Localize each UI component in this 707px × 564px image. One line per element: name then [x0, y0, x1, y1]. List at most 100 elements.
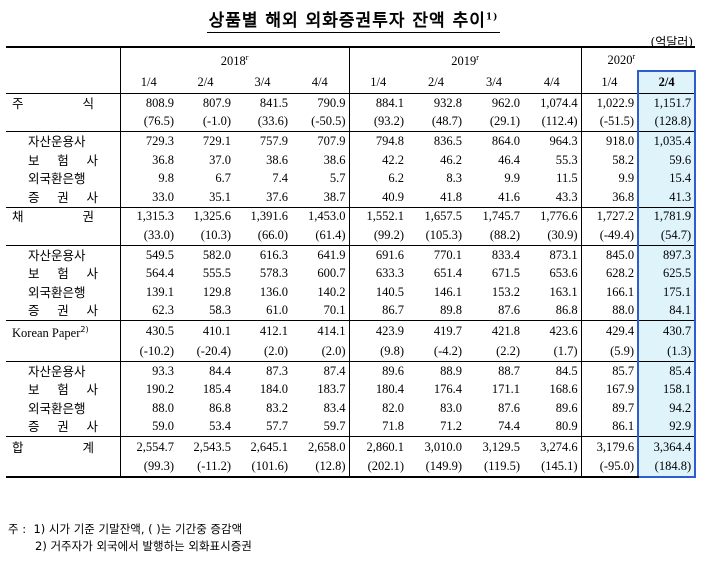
value-cell: 628.2: [605, 266, 635, 281]
label-char: 합: [12, 439, 24, 455]
label-char: 권: [57, 419, 69, 435]
value-cell: 964.3: [523, 131, 582, 151]
value-cell: 171.1: [491, 382, 521, 397]
value-cell: 92.9: [637, 417, 697, 438]
year-header: 2019r: [349, 46, 582, 71]
value-cell: 82.0: [382, 400, 405, 415]
value-cell: 625.5: [637, 264, 697, 283]
row-label-blank: [6, 226, 121, 246]
header-blank: [6, 71, 121, 94]
value-cell: 70.1: [291, 301, 350, 322]
year-label: 2019: [451, 54, 477, 69]
value-cell: 55.3: [523, 150, 582, 170]
value-cell: 84.1: [637, 301, 697, 322]
value-cell: 176.4: [433, 382, 463, 397]
value-cell: 729.1: [202, 133, 231, 148]
value-cell: 35.1: [177, 187, 234, 208]
value-cell: 6.7: [215, 171, 231, 186]
value-cell: 845.0: [605, 247, 635, 262]
change-cell: (33.0): [120, 226, 177, 246]
value-cell: 42.2: [382, 152, 405, 167]
total-change-cell: (184.8): [637, 456, 697, 479]
value-cell: 139.1: [145, 284, 174, 299]
value-cell: 184.0: [259, 382, 288, 397]
row-label-blank: [6, 112, 121, 133]
value-cell: 8.3: [446, 171, 463, 186]
total-change-cell: (119.5): [465, 456, 524, 479]
change-cell: (-4.2): [407, 342, 466, 362]
value-cell: 87.6: [498, 400, 521, 415]
footnote-2: 2) 거주자가 외국에서 발행하는 외화표시증권: [35, 539, 252, 553]
label-char: 외국환은행: [28, 284, 86, 300]
label-char: 사: [86, 419, 98, 435]
value-cell: 421.8: [491, 324, 521, 339]
quarter-header: 3/4: [234, 71, 291, 94]
label-char: 보: [28, 382, 40, 398]
footnote-1: 주 : 1) 시가 기준 기말잔액, ( )는 기간중 증감액: [8, 522, 243, 536]
total-value-cell: 2,554.7: [136, 439, 175, 454]
value-cell: 1,745.7: [482, 209, 521, 224]
quarter-header: 3/4: [465, 71, 524, 94]
value-cell: 5.7: [291, 169, 350, 188]
label-char: 사: [86, 382, 98, 398]
value-cell: 1,727.2: [596, 209, 635, 224]
value-cell: 40.9: [349, 187, 408, 208]
value-cell: 43.3: [523, 187, 582, 208]
value-cell: 757.9: [259, 133, 288, 148]
value-cell: 71.2: [407, 417, 466, 438]
value-cell: 58.2: [612, 152, 635, 167]
change-cell: (-10.2): [120, 342, 177, 362]
value-cell: 89.6: [382, 363, 405, 378]
value-cell: 166.1: [605, 284, 635, 299]
total-change-cell: (145.1): [523, 456, 582, 479]
year-label: 2020: [607, 53, 633, 68]
value-cell: 633.3: [375, 266, 405, 281]
value-cell: 1,657.5: [424, 209, 463, 224]
value-cell: 691.6: [375, 247, 405, 262]
value-cell: 864.0: [491, 133, 521, 148]
value-cell: 41.8: [407, 187, 466, 208]
label-char: 사: [86, 303, 98, 319]
value-cell: 1,781.9: [637, 207, 697, 227]
total-change-cell: (99.3): [120, 456, 177, 479]
year-header: 2018r: [120, 46, 350, 71]
value-cell: 33.0: [120, 187, 177, 208]
value-cell: 897.3: [637, 245, 697, 265]
value-cell: 6.2: [388, 171, 405, 186]
quarter-header: 4/4: [291, 71, 350, 94]
row-label-blank: [6, 456, 121, 479]
value-cell: 168.6: [523, 380, 582, 400]
value-cell: 85.7: [612, 363, 635, 378]
group-label: Korean Paper: [12, 326, 81, 341]
change-cell: (-50.5): [291, 112, 350, 133]
change-cell: (93.2): [349, 112, 408, 133]
value-cell: 93.3: [152, 363, 174, 378]
total-value-cell: 3,129.5: [482, 439, 521, 454]
value-cell: 429.4: [605, 324, 635, 339]
value-cell: 873.1: [523, 245, 582, 265]
label-char: 권: [57, 189, 69, 205]
value-cell: 808.9: [145, 95, 174, 110]
value-cell: 962.0: [491, 95, 521, 110]
value-cell: 38.6: [266, 152, 288, 167]
value-cell: 153.2: [491, 284, 521, 299]
value-cell: 651.4: [433, 266, 463, 281]
value-cell: 46.4: [498, 152, 521, 167]
quarter-header: 1/4: [349, 71, 408, 94]
value-cell: 58.3: [177, 301, 234, 322]
value-cell: 1,022.9: [596, 95, 635, 110]
value-cell: 36.8: [152, 152, 174, 167]
sub-label: 외국환은행: [6, 399, 121, 418]
label-char: 외국환은행: [28, 171, 86, 187]
value-cell: 582.0: [202, 247, 231, 262]
value-cell: 83.4: [291, 399, 350, 418]
value-cell: 62.3: [120, 301, 177, 322]
footnote-mark: 2): [80, 325, 89, 335]
value-cell: 87.3: [266, 363, 288, 378]
total-change-cell: (-95.0): [581, 456, 639, 479]
change-cell: (2.0): [291, 342, 350, 362]
value-cell: 707.9: [291, 131, 350, 151]
label-char: 증: [28, 189, 40, 205]
